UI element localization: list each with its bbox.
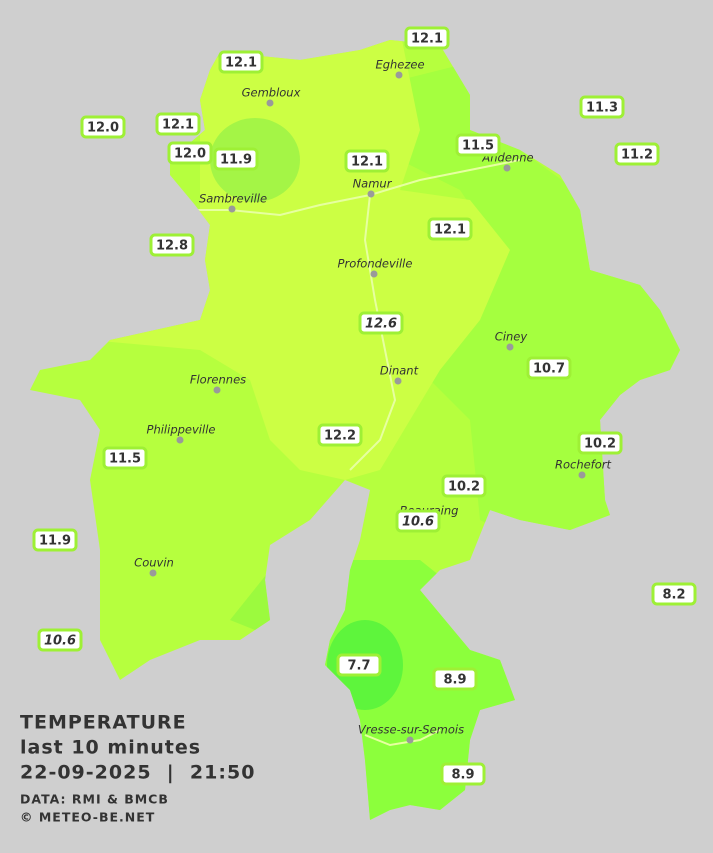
- station-value: 10.6: [402, 515, 434, 530]
- place-label: Philippeville: [147, 423, 216, 437]
- place-label: Profondeville: [338, 257, 413, 271]
- station-value: 10.6: [44, 634, 76, 649]
- station-value: 12.1: [411, 32, 443, 47]
- station-box: [32, 528, 78, 552]
- station-value: 12.0: [174, 147, 206, 162]
- station-box: [155, 112, 201, 136]
- place-dot: [149, 569, 157, 577]
- place-dot: [503, 164, 511, 172]
- station-box: [149, 233, 195, 257]
- station-box: [395, 509, 441, 533]
- station-value: 11.9: [39, 534, 71, 549]
- station-value: 11.5: [462, 139, 494, 154]
- station-value: 12.2: [324, 429, 356, 444]
- station-value: 11.2: [621, 148, 653, 163]
- station-value: 12.6: [365, 317, 397, 332]
- station-value: 8.2: [662, 588, 685, 603]
- place-label: Ciney: [495, 330, 528, 344]
- station-box: [651, 582, 697, 606]
- credit: © METEO-BE.NET: [20, 810, 155, 825]
- place-label: Sambreville: [199, 192, 267, 206]
- station-value: 8.9: [451, 768, 474, 783]
- source: DATA: RMI & BMCB: [20, 792, 169, 807]
- subtitle: last 10 minutes: [20, 737, 201, 759]
- station-box: [80, 115, 126, 139]
- place-label: Florennes: [190, 373, 246, 387]
- station-value: 12.0: [87, 121, 119, 136]
- title: TEMPERATURE: [20, 712, 187, 734]
- place-dot: [406, 736, 414, 744]
- place-dot: [176, 436, 184, 444]
- station-value: 11.3: [586, 101, 618, 116]
- station-value: 12.1: [434, 223, 466, 238]
- place-label: Vresse-sur-Semois: [358, 723, 464, 737]
- place-dot: [266, 99, 274, 107]
- station-value: 11.5: [109, 452, 141, 467]
- place-label: Gembloux: [242, 86, 301, 100]
- station-box: [167, 141, 213, 165]
- station-value: 10.2: [448, 480, 480, 495]
- station-box: [432, 667, 478, 691]
- station-value: 8.9: [443, 673, 466, 688]
- place-dot: [228, 205, 236, 213]
- station-box: [358, 311, 404, 335]
- datetime: 22-09-2025 | 21:50: [20, 762, 255, 784]
- station-box: [440, 762, 486, 786]
- station-value: 10.2: [584, 437, 616, 452]
- place-label: Namur: [353, 177, 393, 191]
- station-value: 12.8: [156, 239, 188, 254]
- place-dot: [213, 386, 221, 394]
- station-value: 7.7: [347, 659, 370, 674]
- place-label: Dinant: [380, 364, 419, 378]
- place-label: Couvin: [134, 556, 174, 570]
- stations: 12.1 12.1 12.0 12.1 12.0 11.9 11.3 11.5 11.2 12.1…: [32, 26, 697, 786]
- station-value: 10.7: [533, 362, 565, 377]
- station-value: 12.1: [351, 155, 383, 170]
- station-box: [218, 50, 264, 74]
- place-dot: [394, 377, 402, 385]
- place-dot: [367, 190, 375, 198]
- place-dot: [370, 270, 378, 278]
- station-box: [427, 217, 473, 241]
- station-box: [455, 133, 501, 157]
- place-dot: [506, 343, 514, 351]
- station-value: 12.1: [225, 56, 257, 71]
- station-box: [526, 356, 572, 380]
- places: EghezeeGemblouxAndenneNamurSambrevillePr…: [134, 58, 612, 744]
- station-box: [344, 149, 390, 173]
- place-label: Eghezee: [375, 58, 424, 72]
- place-label: Rochefort: [555, 458, 612, 472]
- station-box: [317, 423, 363, 447]
- station-value: 11.9: [220, 153, 252, 168]
- station-box: [614, 142, 660, 166]
- station-box: [579, 95, 625, 119]
- station-box: [336, 653, 382, 677]
- station-value: 12.1: [162, 118, 194, 133]
- station-box: [577, 431, 623, 455]
- station-box: [37, 628, 83, 652]
- station-box: [213, 147, 259, 171]
- place-dot: [395, 71, 403, 79]
- station-box: [404, 26, 450, 50]
- station-box: [441, 474, 487, 498]
- place-dot: [578, 471, 586, 479]
- station-box: [102, 446, 148, 470]
